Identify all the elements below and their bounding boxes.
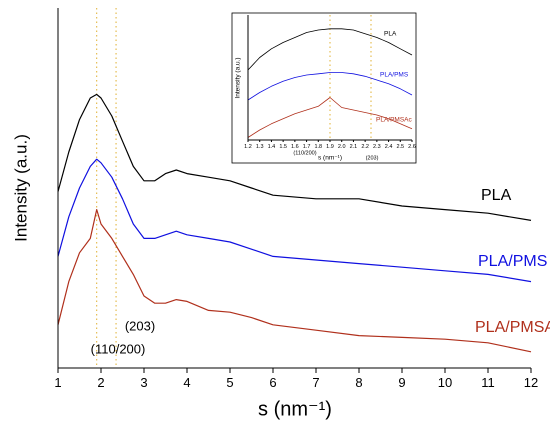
series-line — [247, 97, 413, 138]
x-tick-label: 2.1 — [350, 144, 358, 150]
x-tick-label: 1.2 — [244, 144, 252, 150]
series-line — [57, 209, 532, 353]
x-tick-label: 7 — [312, 375, 319, 390]
series-label: PLA/PMSAc — [475, 319, 550, 336]
annotation: (110/200) — [91, 341, 146, 356]
x-tick-label: 9 — [398, 375, 405, 390]
x-tick-label: 1.4 — [268, 144, 276, 150]
series-line — [57, 93, 532, 221]
x-tick-label: 2.0 — [338, 144, 346, 150]
series-label: PLA — [481, 187, 512, 204]
annotation: (203) — [125, 318, 155, 333]
y-axis-label: Intensity (a.u.) — [11, 134, 30, 242]
x-tick-label: 3 — [140, 375, 147, 390]
x-axis-label: s (nm⁻¹) — [318, 155, 342, 162]
x-tick-label: 1 — [54, 375, 61, 390]
series-line — [247, 28, 413, 71]
x-tick-label: 2.2 — [361, 144, 369, 150]
x-tick-label: 6 — [269, 375, 276, 390]
x-tick-label: 8 — [355, 375, 362, 390]
annotation: (110/200) — [293, 150, 316, 156]
annotation: (203) — [366, 155, 379, 161]
x-tick-label: 12 — [524, 375, 538, 390]
x-tick-label: 11 — [481, 375, 495, 390]
series-label: PLA/PMSAc — [376, 117, 413, 124]
x-tick-label: 1.3 — [256, 144, 264, 150]
x-tick-label: 2 — [97, 375, 104, 390]
series-label: PLA/PMS — [478, 253, 547, 270]
series-line — [247, 72, 413, 101]
series-label: PLA — [384, 31, 397, 38]
x-tick-label: 4 — [183, 375, 190, 390]
y-axis-label: Intensity (a.u.) — [235, 57, 242, 98]
inset-frame — [231, 12, 417, 164]
x-tick-label: 1.9 — [326, 144, 334, 150]
x-tick-label: 2.5 — [396, 144, 404, 150]
x-tick-label: 1.7 — [303, 144, 311, 150]
x-tick-label: 2.3 — [373, 144, 381, 150]
series-line — [57, 158, 532, 283]
x-tick-label: 10 — [438, 375, 452, 390]
x-tick-label: 1.6 — [291, 144, 299, 150]
x-tick-label: 5 — [226, 375, 233, 390]
x-tick-label: 1.5 — [279, 144, 287, 150]
x-axis-label: s (nm⁻¹) — [258, 398, 332, 420]
series-label: PLA/PMS — [380, 72, 409, 79]
x-tick-label: 2.4 — [385, 144, 393, 150]
x-tick-label: 1.8 — [314, 144, 322, 150]
x-tick-label: 2.6 — [408, 144, 416, 150]
